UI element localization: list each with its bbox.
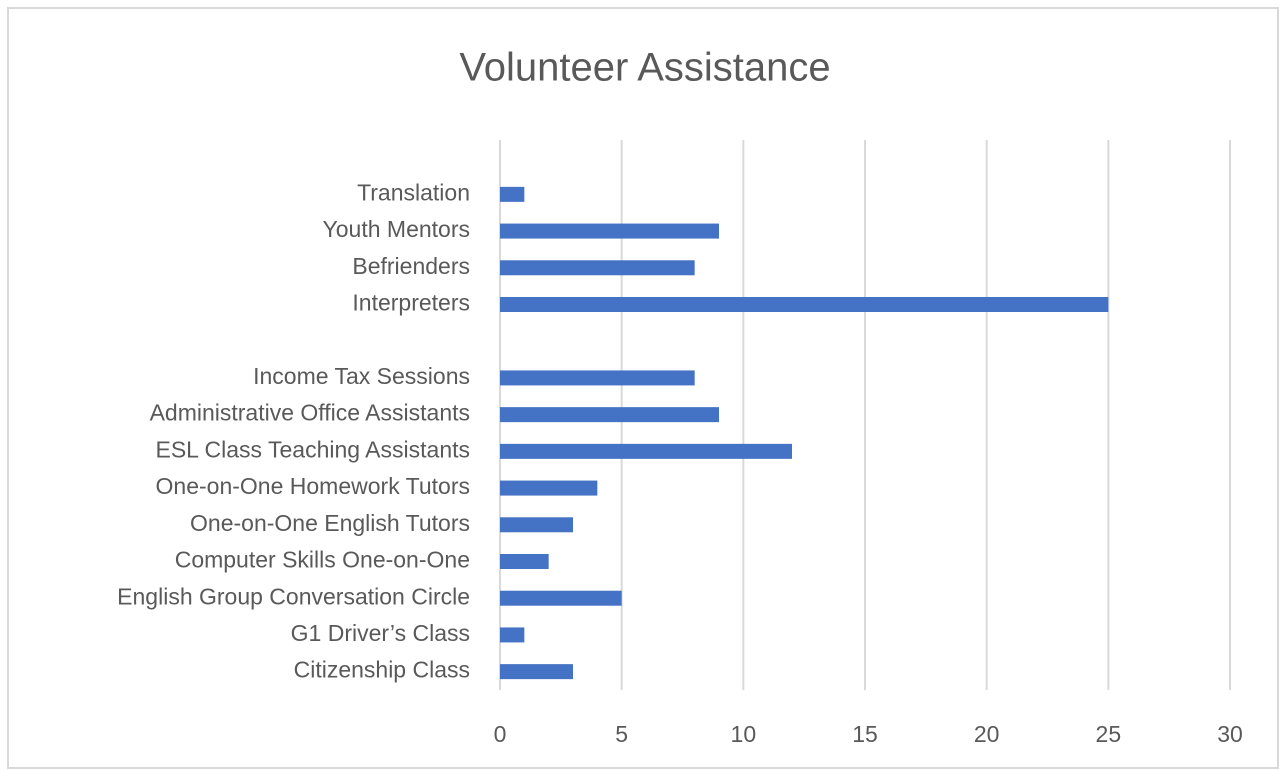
bar bbox=[500, 627, 525, 643]
chart-border bbox=[7, 7, 1279, 769]
chart-title: Volunteer Assistance bbox=[459, 46, 830, 90]
x-tick-label: 5 bbox=[615, 721, 628, 747]
bar bbox=[500, 443, 792, 459]
y-tick-label: Income Tax Sessions bbox=[253, 363, 470, 389]
x-tick-label: 15 bbox=[852, 721, 878, 747]
x-tick-label: 25 bbox=[1096, 721, 1122, 747]
bar bbox=[500, 480, 598, 496]
bar bbox=[500, 186, 525, 202]
x-tick-label: 30 bbox=[1217, 721, 1243, 747]
bar bbox=[500, 370, 695, 386]
y-tick-label: ESL Class Teaching Assistants bbox=[156, 436, 471, 462]
y-tick-label: Administrative Office Assistants bbox=[150, 400, 470, 426]
bar bbox=[500, 664, 573, 680]
x-tick-label: 0 bbox=[494, 721, 507, 747]
y-tick-label: Interpreters bbox=[352, 290, 470, 316]
bar bbox=[500, 297, 1109, 312]
y-tick-label: Befrienders bbox=[352, 253, 470, 279]
bar bbox=[500, 260, 695, 276]
y-tick-label: One-on-One English Tutors bbox=[190, 510, 470, 536]
bar bbox=[500, 554, 549, 569]
y-tick-label: One-on-One Homework Tutors bbox=[156, 473, 470, 499]
x-tick-label: 20 bbox=[974, 721, 1000, 747]
x-tick-label: 10 bbox=[731, 721, 757, 747]
y-tick-label: Translation bbox=[357, 179, 470, 205]
y-tick-label: Youth Mentors bbox=[323, 216, 470, 242]
bar bbox=[500, 590, 622, 606]
bar bbox=[500, 223, 719, 239]
y-tick-label: English Group Conversation Circle bbox=[117, 583, 470, 609]
y-tick-label: Computer Skills One-on-One bbox=[175, 547, 470, 573]
bar bbox=[500, 517, 573, 533]
y-tick-label: G1 Driver’s Class bbox=[291, 620, 470, 646]
bar bbox=[500, 407, 719, 423]
y-tick-label: Citizenship Class bbox=[294, 657, 470, 683]
